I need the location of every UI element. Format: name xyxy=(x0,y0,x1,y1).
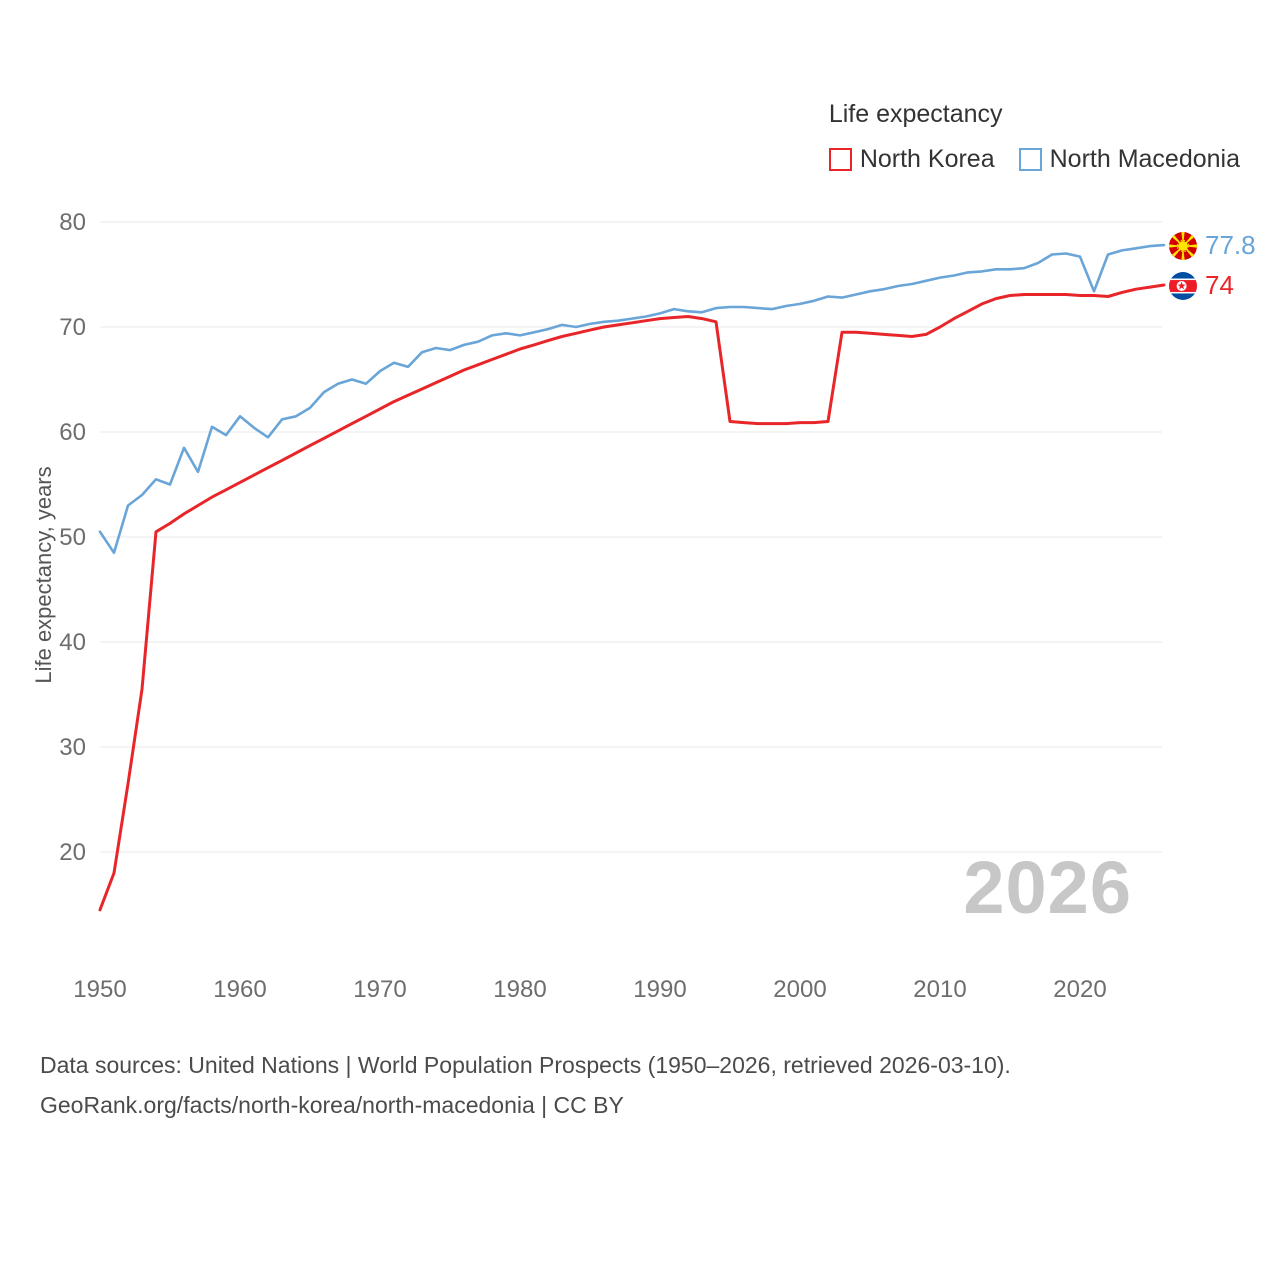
north-macedonia-swatch-icon xyxy=(1018,148,1042,171)
x-axis-tick-label: 1980 xyxy=(493,976,546,1003)
x-axis-tick-label: 2000 xyxy=(773,976,826,1003)
y-axis-title: Life expectancy, years xyxy=(31,466,56,684)
watermark-year: 2026 xyxy=(963,846,1132,929)
end-label-north-macedonia: 77.8 xyxy=(1169,230,1256,261)
legend-title: Life expectancy xyxy=(828,100,1003,128)
footer: Data sources: United Nations | World Pop… xyxy=(40,1046,1011,1125)
end-value-north-korea: 74 xyxy=(1205,270,1234,300)
legend: Life expectancy North Korea North Macedo… xyxy=(828,100,1240,174)
y-axis-tick-label: 30 xyxy=(59,734,86,761)
y-axis-tick-label: 60 xyxy=(59,419,86,446)
y-axis-tick-label: 40 xyxy=(59,629,86,656)
series-line-north-macedonia[interactable] xyxy=(98,243,1166,555)
x-axis-tick-label: 1970 xyxy=(353,976,406,1003)
y-axis-tick-label: 20 xyxy=(59,839,86,866)
footer-attribution: GeoRank.org/facts/north-korea/north-mace… xyxy=(40,1091,624,1118)
legend-label-north-korea: North Korea xyxy=(859,145,995,173)
north-korea-flag-icon xyxy=(1169,271,1197,300)
x-axis-tick-label: 1950 xyxy=(73,976,126,1003)
north-korea-swatch-icon xyxy=(828,148,852,171)
line-chart-plot: 20 30 40 50 60 70 80 1950 1960 1970 1980 1990 2000 20… xyxy=(59,209,1166,1003)
y-axis-tick-label: 50 xyxy=(59,524,86,551)
x-axis-tick-label: 2020 xyxy=(1053,976,1106,1003)
x-axis-tick-label: 1990 xyxy=(633,976,686,1003)
series-line-north-korea[interactable] xyxy=(98,283,1166,912)
y-axis-tick-label: 70 xyxy=(59,314,86,341)
end-value-north-macedonia: 77.8 xyxy=(1205,230,1256,261)
x-axis-tick-label: 1960 xyxy=(213,976,266,1003)
x-axis-tick-label: 2010 xyxy=(913,976,966,1003)
end-label-north-korea: 74 xyxy=(1169,270,1234,301)
footer-data-sources: Data sources: United Nations | World Pop… xyxy=(40,1052,1011,1078)
y-axis-tick-label: 80 xyxy=(59,209,86,236)
legend-items: North Korea North Macedonia xyxy=(828,145,1240,174)
legend-item-north-korea[interactable]: North Korea xyxy=(828,145,995,174)
legend-item-north-macedonia[interactable]: North Macedonia xyxy=(1018,145,1240,174)
north-macedonia-flag-icon xyxy=(1169,231,1197,260)
legend-label-north-macedonia: North Macedonia xyxy=(1049,145,1240,173)
